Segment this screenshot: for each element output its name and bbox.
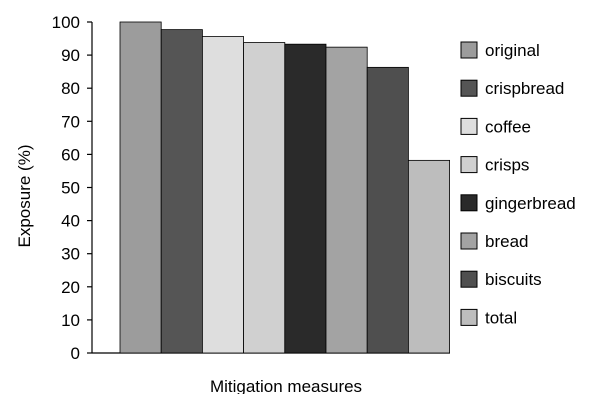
bar-coffee — [201, 36, 244, 354]
y-axis-title: Exposure (%) — [15, 145, 34, 248]
x-axis-title: Mitigation measures — [210, 377, 362, 394]
y-tick-label: 80 — [61, 79, 80, 98]
y-tick-label: 70 — [61, 112, 80, 131]
legend: original crispbread coffee crisps gingerbrea… — [460, 41, 576, 327]
y-tick-label: 40 — [61, 212, 80, 231]
y-ticks: 0 10 20 30 40 50 60 70 80 90 100 — [52, 13, 92, 363]
legend-swatch-biscuits — [460, 270, 478, 288]
legend-swatch-gingerbread — [460, 194, 478, 212]
y-tick-label: 60 — [61, 145, 80, 164]
y-tick-label: 100 — [52, 13, 80, 32]
legend-swatch-crispbread — [460, 79, 478, 97]
legend-label-bread: bread — [485, 232, 528, 251]
y-tick-label: 50 — [61, 179, 80, 198]
legend-label-gingerbread: gingerbread — [485, 194, 576, 213]
bar-gingerbread — [284, 43, 327, 354]
bar-original — [119, 21, 162, 354]
y-tick-label: 0 — [71, 344, 80, 363]
legend-label-original: original — [485, 41, 540, 60]
legend-label-crispbread: crispbread — [485, 79, 564, 98]
y-tick-label: 30 — [61, 245, 80, 264]
y-tick-label: 10 — [61, 311, 80, 330]
bar-crisps — [243, 42, 286, 354]
legend-label-total: total — [485, 308, 517, 327]
legend-label-coffee: coffee — [485, 117, 531, 136]
y-tick-label: 90 — [61, 46, 80, 65]
legend-swatch-original — [460, 41, 478, 59]
bar-biscuits — [366, 66, 409, 354]
bar-crispbread — [160, 29, 203, 354]
legend-swatch-crisps — [460, 156, 478, 174]
bar-total — [407, 159, 450, 354]
y-tick-label: 20 — [61, 278, 80, 297]
legend-label-crisps: crisps — [485, 156, 529, 175]
legend-label-biscuits: biscuits — [485, 270, 542, 289]
legend-swatch-coffee — [460, 117, 478, 135]
bar-bread — [325, 46, 368, 354]
legend-swatch-bread — [460, 232, 478, 250]
legend-swatch-total — [460, 308, 478, 326]
bars — [119, 21, 450, 354]
